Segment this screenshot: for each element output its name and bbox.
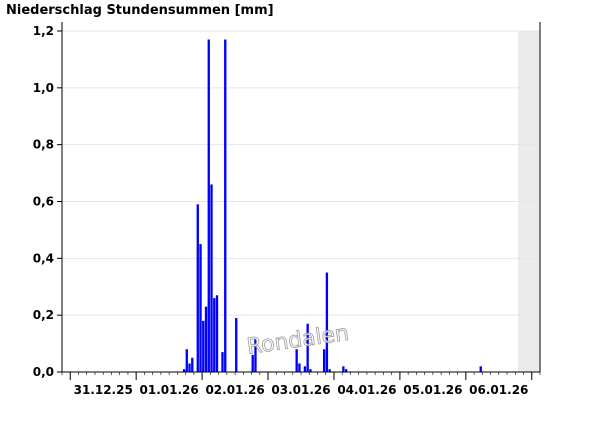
- precip-bar: [342, 366, 345, 372]
- y-tick-label: 0,6: [33, 195, 54, 209]
- precip-bar: [328, 369, 331, 372]
- precip-bar: [479, 366, 482, 372]
- y-tick-label: 0,8: [33, 138, 54, 152]
- x-tick-label: 06.01.26: [469, 383, 528, 397]
- precip-bar: [213, 298, 216, 372]
- precip-bar: [322, 349, 326, 372]
- precip-bar: [325, 272, 329, 372]
- y-tick-label: 0,0: [33, 365, 54, 379]
- gridlines: [57, 30, 540, 373]
- precip-bar: [199, 244, 202, 372]
- chart-title: Niederschlag Stundensummen [mm]: [6, 3, 274, 18]
- bars: [182, 39, 482, 373]
- y-tick-label: 0,4: [33, 251, 54, 265]
- y-tick-label: 1,2: [33, 24, 54, 38]
- precip-bar: [182, 369, 186, 372]
- precip-bar: [224, 39, 227, 373]
- precip-bar: [344, 369, 348, 372]
- precip-bar: [210, 184, 213, 372]
- x-tick-label: 03.01.26: [271, 383, 330, 397]
- precip-bar: [196, 204, 199, 372]
- precip-bar: [295, 349, 298, 372]
- x-tick-labels: 31.12.25 01.01.26 02.01.26 03.01.26 04.01.26…: [74, 383, 529, 397]
- x-tick-label: 05.01.26: [403, 383, 462, 397]
- y-tick-labels: 0,0 0,2 0,4 0,6 0,8 1,0 1,2: [33, 24, 54, 379]
- precip-bar: [298, 363, 301, 372]
- precip-bar: [235, 318, 238, 372]
- precip-bar: [215, 295, 219, 372]
- precip-bar: [251, 354, 254, 372]
- y-tick-label: 0,2: [33, 308, 54, 322]
- precip-bar: [207, 39, 210, 373]
- x-tick-label: 31.12.25: [74, 383, 133, 397]
- axes: [61, 22, 541, 380]
- y-tick-label: 1,0: [33, 81, 54, 95]
- watermark-text: Rondalen: [245, 321, 350, 360]
- precip-bar: [185, 349, 188, 372]
- x-tick-label: 01.01.26: [140, 383, 199, 397]
- precip-bar: [221, 352, 224, 372]
- precip-bar: [254, 337, 257, 372]
- x-tick-label: 02.01.26: [205, 383, 264, 397]
- x-tick-label: 04.01.26: [337, 383, 396, 397]
- precip-bar: [306, 323, 309, 372]
- precip-bar: [202, 320, 205, 372]
- precip-bar: [309, 369, 312, 372]
- precip-bar: [303, 366, 307, 372]
- precip-bar: [188, 363, 191, 372]
- precip-bar: [204, 306, 208, 372]
- precip-bar: [191, 357, 194, 372]
